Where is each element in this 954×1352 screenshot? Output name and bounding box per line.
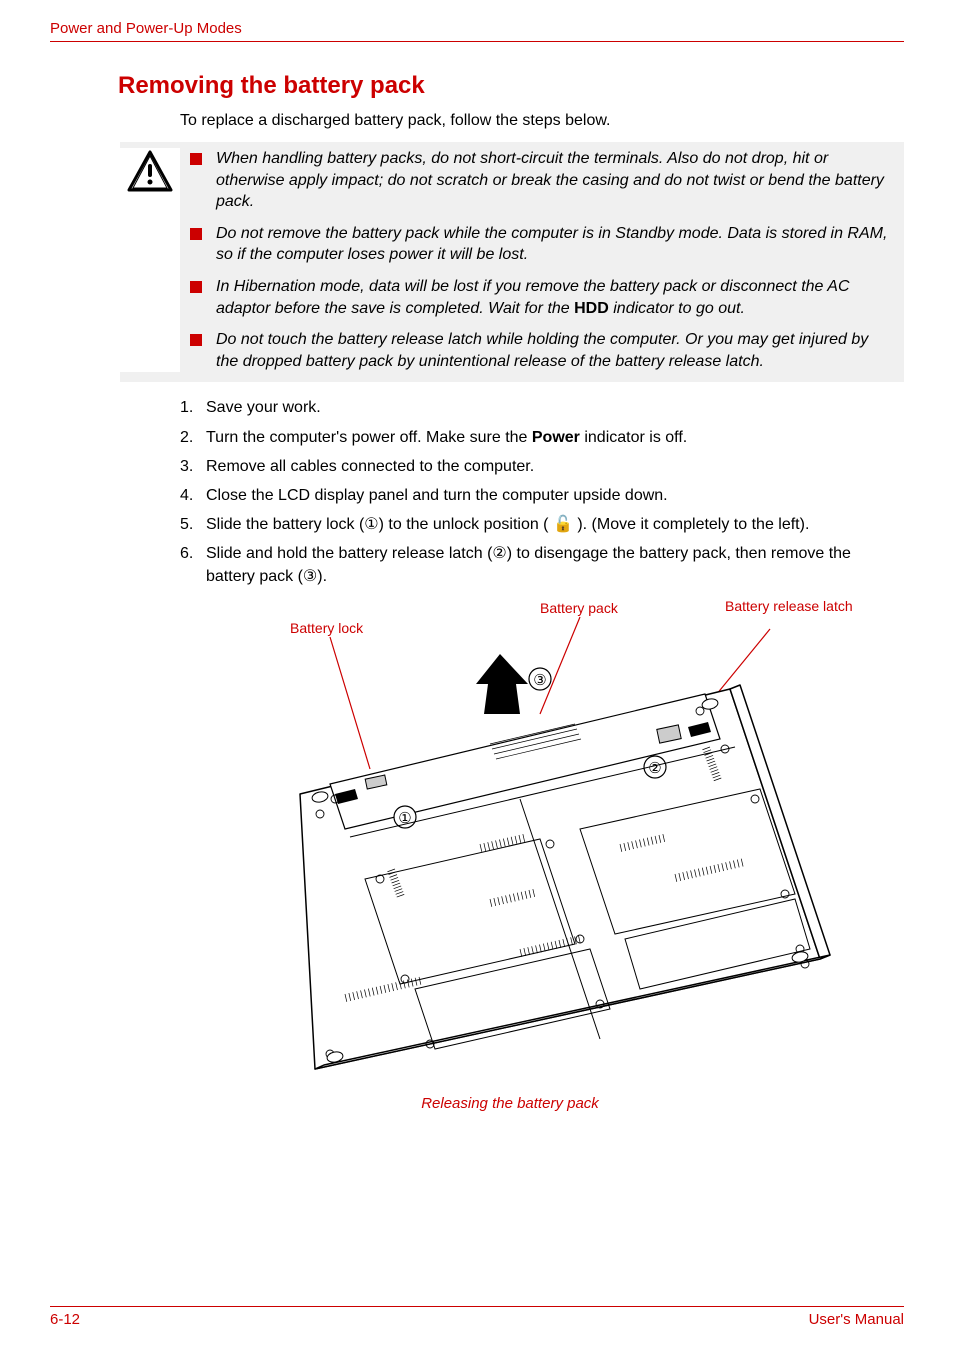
- step-text: Turn the computer's power off. Make sure…: [206, 426, 904, 449]
- step-number: 4.: [180, 484, 206, 507]
- warning-item: In Hibernation mode, data will be lost i…: [180, 276, 898, 319]
- section-title: Removing the battery pack: [118, 72, 904, 100]
- callout-3: ③: [533, 672, 546, 689]
- step-text: Save your work.: [206, 396, 904, 419]
- warning-icon-col: [120, 148, 180, 372]
- figure-caption: Releasing the battery pack: [180, 1095, 840, 1112]
- bullet-icon: [190, 334, 202, 346]
- step-item: 2.Turn the computer's power off. Make su…: [180, 426, 904, 449]
- warning-text: In Hibernation mode, data will be lost i…: [216, 276, 898, 319]
- figure: Battery lock Battery pack Battery releas…: [180, 599, 880, 1089]
- bullet-icon: [190, 153, 202, 165]
- step-text: Close the LCD display panel and turn the…: [206, 484, 904, 507]
- warning-item: Do not touch the battery release latch w…: [180, 329, 898, 372]
- caution-icon: [127, 150, 173, 192]
- step-number: 2.: [180, 426, 206, 449]
- step-item: 1.Save your work.: [180, 396, 904, 419]
- header-rule: [50, 41, 904, 42]
- warning-block: When handling battery packs, do not shor…: [120, 142, 904, 382]
- step-number: 3.: [180, 455, 206, 478]
- warning-item: When handling battery packs, do not shor…: [180, 148, 898, 213]
- laptop-diagram: ③ ① ②: [180, 599, 880, 1089]
- warning-item: Do not remove the battery pack while the…: [180, 223, 898, 266]
- warning-list: When handling battery packs, do not shor…: [180, 148, 898, 372]
- step-text: Slide the battery lock (①) to the unlock…: [206, 513, 904, 536]
- warning-text: When handling battery packs, do not shor…: [216, 148, 898, 213]
- step-text: Remove all cables connected to the compu…: [206, 455, 904, 478]
- step-number: 1.: [180, 396, 206, 419]
- step-text: Slide and hold the battery release latch…: [206, 542, 904, 588]
- running-header: Power and Power-Up Modes: [50, 20, 904, 41]
- step-list: 1.Save your work. 2.Turn the computer's …: [180, 396, 904, 588]
- step-number: 5.: [180, 513, 206, 536]
- step-item: 6.Slide and hold the battery release lat…: [180, 542, 904, 588]
- step-item: 4.Close the LCD display panel and turn t…: [180, 484, 904, 507]
- warning-text: Do not remove the battery pack while the…: [216, 223, 898, 266]
- intro-text: To replace a discharged battery pack, fo…: [180, 112, 904, 130]
- step-item: 3.Remove all cables connected to the com…: [180, 455, 904, 478]
- footer-rule: [50, 1306, 904, 1307]
- warning-text: Do not touch the battery release latch w…: [216, 329, 898, 372]
- callout-2: ②: [648, 760, 661, 777]
- page-number: 6-12: [50, 1311, 80, 1328]
- bullet-icon: [190, 281, 202, 293]
- manual-label: User's Manual: [809, 1311, 904, 1328]
- step-item: 5.Slide the battery lock (①) to the unlo…: [180, 513, 904, 536]
- step-number: 6.: [180, 542, 206, 588]
- footer: 6-12 User's Manual: [50, 1306, 904, 1328]
- bullet-icon: [190, 228, 202, 240]
